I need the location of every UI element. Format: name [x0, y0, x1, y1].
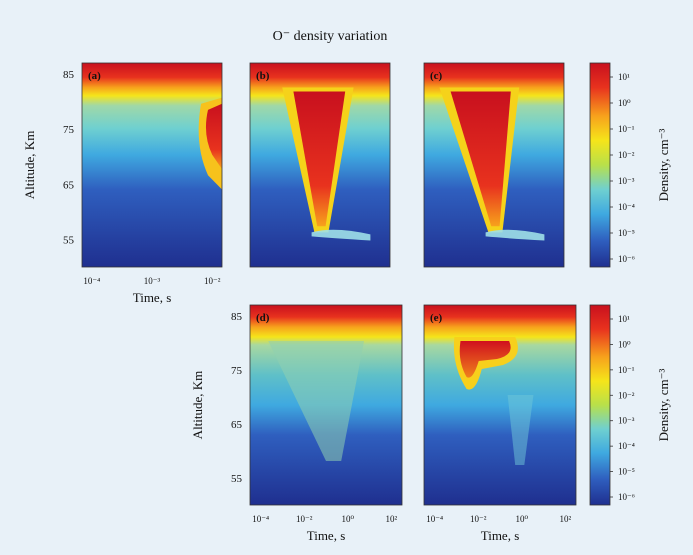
colorbar-tick-label: 10⁰ [618, 98, 631, 108]
panel-label: (e) [430, 312, 443, 324]
y-tick-label: 85 [63, 69, 75, 81]
x-axis-label: Time, s [307, 528, 346, 543]
colorbar-strip [589, 304, 611, 506]
colorbar-tick-label: 10⁻³ [618, 176, 635, 186]
panel-label: (c) [430, 70, 443, 82]
panel-frame [249, 62, 391, 268]
plume-core [293, 91, 346, 227]
colorbar-1: 10¹ 10⁰ 10⁻¹ 10⁻² 10⁻³ 10⁻⁴ 10⁻⁵ 10⁻⁶ Density, c… [589, 62, 671, 268]
x-tick-label: 10⁰ [515, 514, 528, 524]
colorbar-tick-label: 10⁻² [618, 390, 635, 400]
panel-d: (d) 10⁻⁴ 10⁻² 10⁰ 10² Time, s 85 75 65 55 Altitude… [190, 304, 403, 543]
x-axis-label: Time, s [133, 290, 172, 305]
panel-label: (b) [256, 70, 270, 82]
heatmap-field [424, 305, 576, 505]
x-tick-label: 10⁻² [296, 514, 313, 524]
x-tick-label: 10⁻⁴ [252, 514, 269, 524]
colorbar-tick-label: 10⁻⁵ [618, 467, 635, 477]
panel-frame [423, 304, 577, 506]
plume-core [450, 91, 511, 227]
colorbar-label: Density, cm⁻³ [656, 369, 671, 442]
x-tick-label: 10² [386, 514, 398, 524]
colorbar-2: 10¹ 10⁰ 10⁻¹ 10⁻² 10⁻³ 10⁻⁴ 10⁻⁵ 10⁻⁶ Density, c… [589, 304, 671, 506]
blob-core [459, 341, 511, 378]
colorbar-tick-label: 10⁻¹ [618, 365, 635, 375]
panel-label: (a) [88, 70, 101, 82]
colorbar-tick-label: 10⁻⁶ [618, 254, 635, 264]
faint-plume [268, 341, 364, 461]
panel-c: (c) [423, 62, 565, 268]
panel-frame [249, 304, 403, 506]
chart-title: O⁻ density variation [273, 29, 388, 44]
panel-a: (a) 10⁻⁴ 10⁻³ 10⁻² Time, s 85 75 65 55 Altitude, … [22, 62, 223, 305]
y-tick-label: 55 [231, 473, 243, 485]
faint-plume [507, 395, 534, 465]
panel-e: (e) 10⁻⁴ 10⁻² 10⁰ 10² Time, s [423, 304, 577, 543]
panel-b: (b) [249, 62, 391, 268]
x-axis-label: Time, s [481, 528, 520, 543]
y-tick-label: 55 [63, 234, 75, 246]
colorbar-strip [589, 62, 611, 268]
colorbar-tick-label: 10⁻² [618, 150, 635, 160]
colorbar-tick-label: 10⁻³ [618, 416, 635, 426]
y-tick-label: 75 [63, 124, 75, 136]
y-tick-label: 75 [231, 365, 243, 377]
y-tick-label: 65 [231, 419, 243, 431]
y-tick-label: 85 [231, 311, 243, 323]
panel-frame [423, 62, 565, 268]
plume-core [205, 103, 222, 170]
y-tick-label: 65 [63, 179, 75, 191]
x-tick-label: 10⁻⁴ [83, 276, 100, 286]
x-tick-label: 10⁰ [341, 514, 354, 524]
colorbar-tick-label: 10⁻¹ [618, 124, 635, 134]
x-tick-label: 10⁻² [470, 514, 487, 524]
colorbar-tick-label: 10¹ [618, 72, 630, 82]
colorbar-tick-label: 10¹ [618, 314, 630, 324]
bottom-streak [485, 229, 545, 241]
x-tick-label: 10² [560, 514, 572, 524]
colorbar-label: Density, cm⁻³ [656, 129, 671, 202]
panel-frame [81, 62, 223, 268]
colorbar-tick-label: 10⁻⁴ [618, 441, 635, 451]
heatmap-field [82, 63, 222, 267]
y-axis-label: Altitude, Km [190, 371, 205, 440]
x-tick-label: 10⁻³ [144, 276, 161, 286]
colorbar-tick-label: 10⁻⁶ [618, 492, 635, 502]
x-tick-label: 10⁻⁴ [426, 514, 443, 524]
colorbar-tick-label: 10⁻⁴ [618, 202, 635, 212]
colorbar-tick-label: 10⁰ [618, 339, 631, 349]
y-axis-label: Altitude, Km [22, 131, 37, 200]
bottom-streak [311, 229, 371, 241]
colorbar-tick-label: 10⁻⁵ [618, 228, 635, 238]
x-tick-label: 10⁻² [204, 276, 221, 286]
panel-label: (d) [256, 312, 270, 324]
